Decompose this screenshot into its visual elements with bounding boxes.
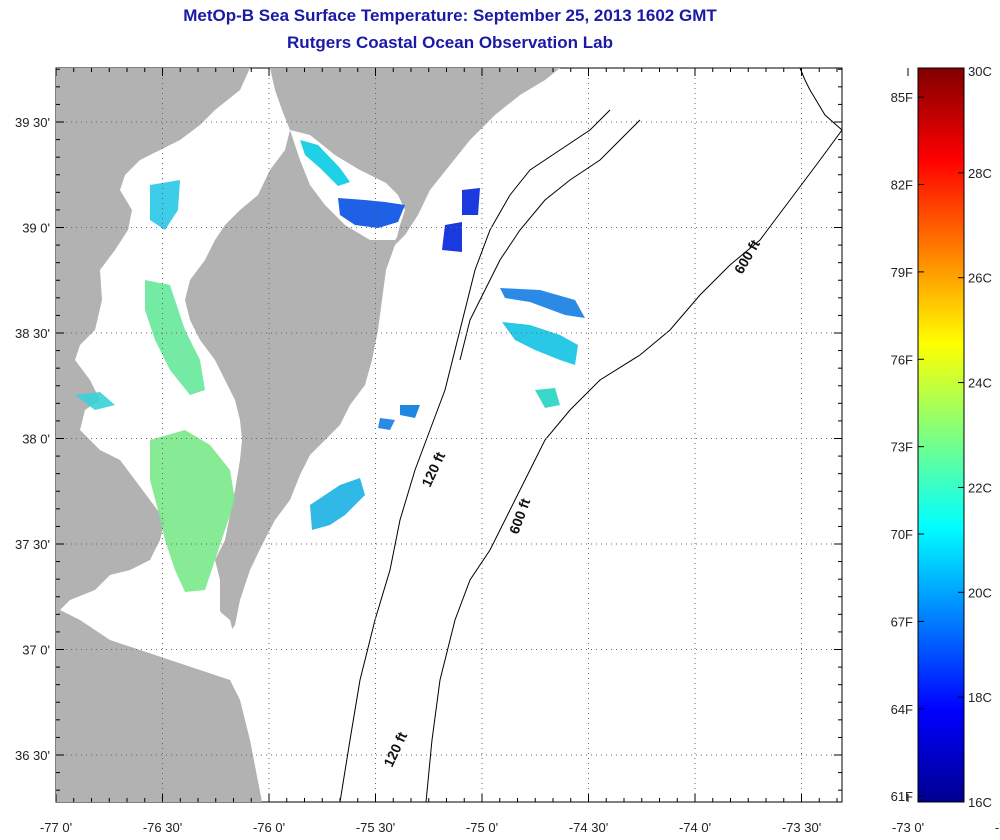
colorbar-celsius-label: 18C — [968, 690, 992, 705]
x-tick-label: -76 0' — [253, 820, 285, 835]
x-tick-label: -75 0' — [466, 820, 498, 835]
colorbar-fahrenheit-label: 76F — [891, 352, 913, 367]
map-title: MetOp-B Sea Surface Temperature: Septemb… — [183, 6, 717, 25]
sst-offshore-b — [442, 222, 462, 252]
sst-offshore-g — [378, 418, 395, 430]
isobath-120ft — [339, 109, 611, 802]
x-tick-label: -75 30' — [356, 820, 395, 835]
y-tick-label: 36 30' — [15, 748, 50, 763]
y-axis: 39 30' 39 0' 38 30' 38 0' 37 30' 37 0' 36 30' — [15, 68, 842, 791]
sst-offshore-c — [500, 288, 585, 318]
colorbar-fahrenheit-label: 64F — [891, 702, 913, 717]
colorbar-celsius-label: 28C — [968, 166, 992, 181]
y-tick-label: 37 0' — [22, 643, 50, 658]
y-tick-label: 38 0' — [22, 432, 50, 447]
x-tick-label: -73 30' — [782, 820, 821, 835]
x-tick-label: -73 0' — [892, 820, 924, 835]
sst-offshore-a — [462, 188, 480, 215]
sst-delaware-lower — [338, 198, 405, 228]
x-tick-label: -77 0' — [40, 820, 72, 835]
x-tick-label: -74 0' — [679, 820, 711, 835]
x-tick-label: -72 30' — [995, 820, 1000, 835]
y-tick-label: 37 30' — [15, 537, 50, 552]
sst-offshore-f — [400, 405, 420, 418]
y-tick-label: 38 30' — [15, 326, 50, 341]
colorbar-celsius-label: 26C — [968, 271, 992, 286]
colorbar-celsius-label: 24C — [968, 376, 992, 391]
colorbar — [917, 67, 965, 803]
x-tick-label: -74 30' — [569, 820, 608, 835]
sst-chesapeake-south — [150, 430, 235, 592]
land-mainland-west — [56, 68, 262, 802]
sst-potomac — [75, 392, 115, 410]
x-tick-label: -76 30' — [143, 820, 182, 835]
colorbar-fahrenheit-label: 67F — [891, 614, 913, 629]
colorbar-celsius-label: 16C — [968, 795, 992, 810]
map-grid — [56, 68, 842, 802]
y-tick-label: 39 0' — [22, 221, 50, 236]
x-axis: -77 0' -76 30' -76 0' -75 30' -75 0' -74 30' -… — [40, 68, 1000, 835]
sst-delaware-upper — [300, 140, 350, 186]
colorbar-fahrenheit-labels: 85F 82F 79F 76F 73F 70F 67F 64F 61F — [891, 90, 924, 804]
sst-chesapeake-mid — [145, 280, 205, 395]
sst-chesapeake-north — [150, 180, 180, 230]
isobath-120ft-inner — [459, 119, 641, 361]
chesapeake-mouth — [150, 595, 235, 655]
colorbar-celsius-label: 30C — [968, 64, 992, 79]
y-tick-label: 39 30' — [15, 115, 50, 130]
land-new-jersey — [300, 68, 560, 245]
colorbar-fahrenheit-label: 73F — [891, 440, 913, 455]
colorbar-celsius-label: 20C — [968, 585, 992, 600]
sst-offshore-e — [535, 388, 560, 408]
isobath-600ft — [425, 68, 842, 802]
colorbar-fahrenheit-label: 82F — [891, 178, 913, 193]
colorbar-fahrenheit-label: 70F — [891, 527, 913, 542]
land-delmarva — [185, 68, 540, 635]
sst-offshore-h — [310, 478, 365, 530]
colorbar-celsius-label: 22C — [968, 480, 992, 495]
colorbar-celsius-labels: 30C 28C 26C 24C 22C 20C 18C 16C — [958, 64, 992, 810]
colorbar-fahrenheit-label: 79F — [891, 265, 913, 280]
map-subtitle: Rutgers Coastal Ocean Observation Lab — [287, 33, 613, 52]
colorbar-fahrenheit-label: 61F — [891, 789, 913, 804]
colorbar-fahrenheit-label: 85F — [891, 90, 913, 105]
